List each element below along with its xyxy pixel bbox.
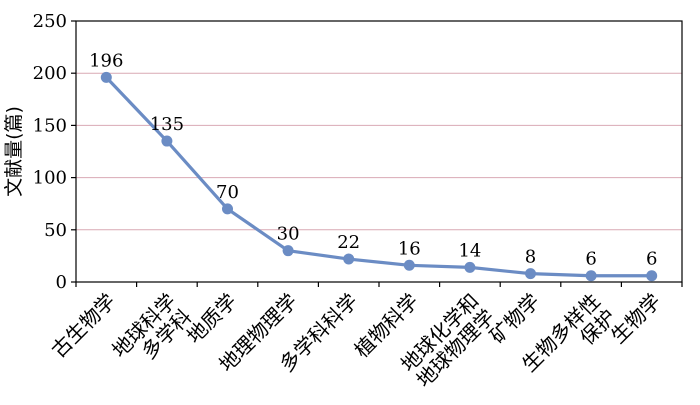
data-point (464, 261, 476, 273)
data-point (646, 270, 658, 282)
data-label: 6 (646, 249, 657, 270)
y-tick-label: 200 (33, 63, 67, 84)
axes (71, 20, 683, 287)
data-label: 30 (277, 224, 300, 245)
series (100, 71, 658, 282)
category-labels: 古生物学地球科学多学科地质学地理物理学多学科科学植物科学地球化学和地球物理学矿物… (47, 289, 666, 392)
data-point (585, 270, 597, 282)
y-tick-label: 250 (33, 11, 67, 32)
series-line (105, 76, 652, 278)
data-point (403, 259, 415, 271)
data-label: 22 (337, 232, 360, 253)
category-label: 古生物学 (47, 289, 121, 363)
data-point (525, 268, 536, 280)
y-tick-label: 150 (33, 115, 67, 136)
data-label: 8 (525, 247, 536, 268)
data-point (100, 71, 112, 83)
data-labels: 196 135 70 30 22 16 14 8 6 6 (89, 50, 657, 269)
data-label: 16 (398, 238, 421, 259)
data-label: 6 (585, 249, 596, 270)
y-tick-label: 0 (56, 272, 67, 293)
y-tick-labels: 0 50 100 150 200 250 (33, 11, 67, 293)
data-label: 135 (150, 114, 184, 135)
data-label: 14 (458, 240, 481, 261)
data-point (282, 245, 294, 257)
y-axis-title: 文献量(篇) (3, 106, 25, 197)
data-label: 70 (216, 182, 239, 203)
data-point (222, 203, 233, 215)
data-point (161, 135, 173, 147)
y-tick-label: 50 (44, 220, 67, 241)
y-tick-label: 100 (33, 168, 67, 189)
category-label-line: 古生物学 (47, 289, 121, 363)
data-label: 196 (89, 50, 123, 71)
data-point (343, 253, 355, 265)
plot-frame (75, 20, 683, 283)
